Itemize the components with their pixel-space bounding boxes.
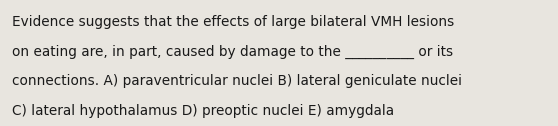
Text: on eating are, in part, caused by damage to the __________ or its: on eating are, in part, caused by damage… [12,45,454,59]
Text: connections. A) paraventricular nuclei B) lateral geniculate nuclei: connections. A) paraventricular nuclei B… [12,74,462,88]
Text: C) lateral hypothalamus D) preoptic nuclei E) amygdala: C) lateral hypothalamus D) preoptic nucl… [12,104,395,118]
Text: Evidence suggests that the effects of large bilateral VMH lesions: Evidence suggests that the effects of la… [12,15,455,29]
